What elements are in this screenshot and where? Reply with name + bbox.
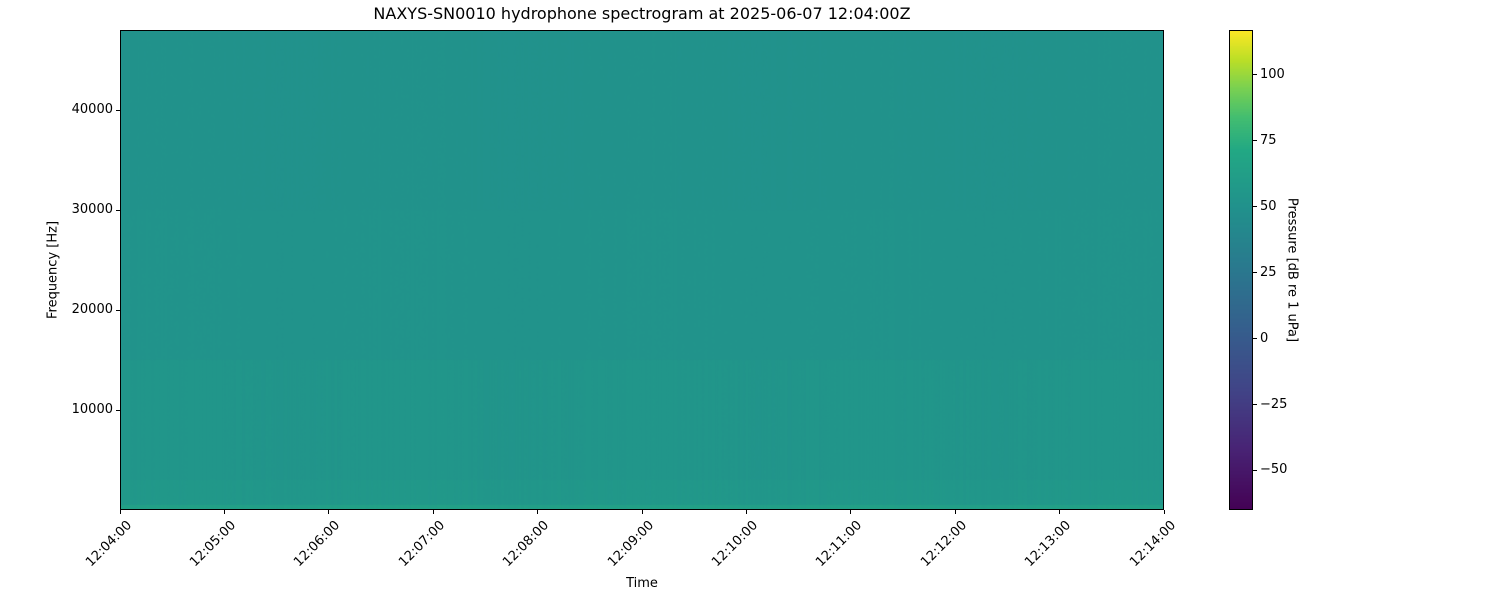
x-tick-label: 12:10:00 bbox=[709, 518, 762, 570]
colorbar-tick bbox=[1253, 338, 1257, 340]
x-tick bbox=[537, 510, 539, 514]
colorbar-tick bbox=[1253, 206, 1257, 208]
x-axis-label: Time bbox=[626, 576, 658, 591]
colorbar-tick-label: 25 bbox=[1260, 264, 1277, 280]
colorbar-tick bbox=[1253, 74, 1257, 76]
x-tick bbox=[850, 510, 852, 514]
colorbar-tick bbox=[1253, 404, 1257, 405]
x-tick-label: 12:06:00 bbox=[291, 518, 344, 570]
x-tick-label: 12:04:00 bbox=[82, 518, 135, 570]
colorbar-tick-label: −50 bbox=[1260, 462, 1288, 478]
x-tick-label: 12:14:00 bbox=[1126, 518, 1179, 570]
y-tick-label: 40000 bbox=[71, 102, 113, 117]
y-tick-label: 20000 bbox=[71, 302, 113, 317]
x-tick bbox=[223, 510, 225, 514]
x-tick-label: 12:07:00 bbox=[395, 518, 448, 570]
y-axis-label: Frequency [Hz] bbox=[45, 220, 61, 320]
x-tick-label: 12:09:00 bbox=[604, 518, 657, 570]
colorbar-tick bbox=[1253, 469, 1257, 471]
colorbar-tick-label: 0 bbox=[1260, 330, 1269, 346]
x-tick bbox=[745, 510, 747, 514]
x-tick-label: 12:12:00 bbox=[917, 518, 970, 570]
x-tick-label: 12:05:00 bbox=[187, 518, 240, 570]
x-tick bbox=[328, 510, 330, 514]
x-tick bbox=[1163, 510, 1165, 514]
x-tick-label: 12:08:00 bbox=[500, 518, 553, 570]
y-tick bbox=[116, 409, 120, 411]
y-tick-label: 30000 bbox=[71, 202, 113, 217]
colorbar-tick bbox=[1253, 272, 1257, 274]
colorbar-tick-label: 75 bbox=[1260, 132, 1277, 148]
colorbar-tick-label: 100 bbox=[1260, 66, 1285, 82]
y-tick bbox=[116, 109, 120, 111]
x-tick-label: 12:13:00 bbox=[1022, 518, 1075, 570]
x-tick bbox=[119, 510, 121, 514]
x-tick bbox=[641, 510, 643, 514]
colorbar-tick-label: 50 bbox=[1260, 198, 1277, 214]
colorbar-label: Pressure [dB re 1 uPa] bbox=[1284, 197, 1300, 343]
x-tick bbox=[1059, 510, 1061, 514]
y-tick bbox=[116, 309, 120, 311]
colorbar bbox=[1229, 30, 1253, 510]
colorbar-tick-label: −25 bbox=[1260, 396, 1288, 412]
x-tick bbox=[432, 510, 434, 514]
y-tick bbox=[116, 209, 120, 211]
x-tick-label: 12:11:00 bbox=[813, 518, 866, 570]
colorbar-tick bbox=[1253, 140, 1257, 142]
spectrogram-heatmap bbox=[120, 30, 1164, 510]
x-tick bbox=[954, 510, 956, 514]
y-tick-label: 10000 bbox=[71, 402, 113, 417]
chart-title: NAXYS-SN0010 hydrophone spectrogram at 2… bbox=[373, 4, 911, 23]
